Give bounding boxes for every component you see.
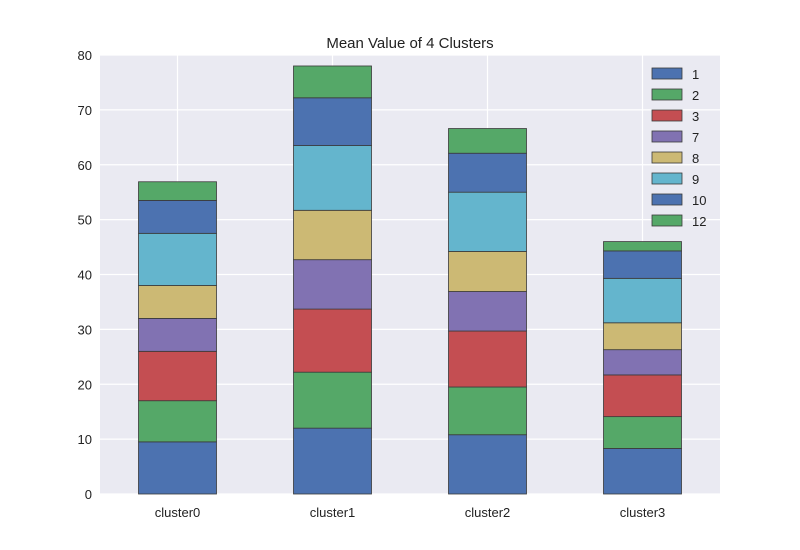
y-tick-label: 0 bbox=[85, 487, 92, 502]
bar-segment bbox=[448, 434, 527, 495]
legend-label: 12 bbox=[692, 214, 706, 229]
bar-segment bbox=[293, 371, 372, 429]
bar-segment bbox=[448, 251, 527, 292]
bar-segment bbox=[603, 416, 682, 449]
legend-label: 3 bbox=[692, 109, 699, 124]
legend-label: 8 bbox=[692, 151, 699, 166]
bar-segment bbox=[138, 232, 217, 286]
legend-label: 2 bbox=[692, 88, 699, 103]
bar-segment bbox=[293, 145, 372, 211]
y-tick-label: 30 bbox=[78, 322, 92, 337]
y-tick-label: 40 bbox=[78, 268, 92, 283]
x-tick-label: cluster0 bbox=[155, 505, 201, 520]
bar-segment bbox=[603, 448, 682, 495]
bar-segment bbox=[603, 349, 682, 376]
chart-title: Mean Value of 4 Clusters bbox=[326, 35, 493, 52]
legend-swatch bbox=[651, 130, 683, 143]
bar-segment bbox=[603, 277, 682, 324]
bar-segment bbox=[138, 350, 217, 402]
legend-swatch bbox=[651, 88, 683, 101]
bar-segment bbox=[293, 97, 372, 146]
bar-segment bbox=[138, 285, 217, 319]
bar-segment bbox=[448, 386, 527, 436]
bar-segment bbox=[448, 191, 527, 252]
legend-label: 7 bbox=[692, 130, 699, 145]
bar-segment bbox=[448, 152, 527, 193]
y-tick-label: 10 bbox=[78, 432, 92, 447]
y-tick-label: 20 bbox=[78, 377, 92, 392]
legend-label: 1 bbox=[692, 67, 699, 82]
y-tick-label: 70 bbox=[78, 103, 92, 118]
y-tick-label: 50 bbox=[78, 213, 92, 228]
bar-segment bbox=[603, 250, 682, 279]
legend-label: 10 bbox=[692, 193, 706, 208]
legend-swatch bbox=[651, 109, 683, 122]
bars bbox=[138, 65, 682, 495]
x-tick-label: cluster3 bbox=[620, 505, 666, 520]
x-tick-label: cluster2 bbox=[465, 505, 511, 520]
bar-segment bbox=[293, 427, 372, 495]
legend-swatch bbox=[651, 151, 683, 164]
bar-segment bbox=[138, 317, 217, 352]
bar-segment bbox=[603, 322, 682, 351]
bar-segment bbox=[448, 330, 527, 388]
bar-segment bbox=[138, 400, 217, 443]
bar-segment bbox=[603, 374, 682, 418]
legend-swatch bbox=[651, 193, 683, 206]
bar-segment bbox=[138, 441, 217, 495]
bar-segment bbox=[293, 259, 372, 310]
legend-swatch bbox=[651, 67, 683, 80]
bar-segment bbox=[293, 209, 372, 261]
bar-segment bbox=[603, 241, 682, 252]
bar-segment bbox=[138, 200, 217, 234]
legend-swatch bbox=[651, 214, 683, 227]
bar-segment bbox=[448, 291, 527, 332]
bar-segment bbox=[293, 308, 372, 373]
legend-label: 9 bbox=[692, 172, 699, 187]
x-axis: cluster0 cluster1 cluster2 cluster3 bbox=[155, 505, 666, 520]
legend-swatch bbox=[651, 172, 683, 185]
bar-segment bbox=[448, 128, 527, 154]
y-tick-label: 60 bbox=[78, 158, 92, 173]
y-axis: 0 10 20 30 40 50 60 70 80 bbox=[78, 48, 92, 502]
bar-segment bbox=[138, 181, 217, 201]
bar-segment bbox=[293, 65, 372, 99]
x-tick-label: cluster1 bbox=[310, 505, 356, 520]
y-tick-label: 80 bbox=[78, 48, 92, 63]
